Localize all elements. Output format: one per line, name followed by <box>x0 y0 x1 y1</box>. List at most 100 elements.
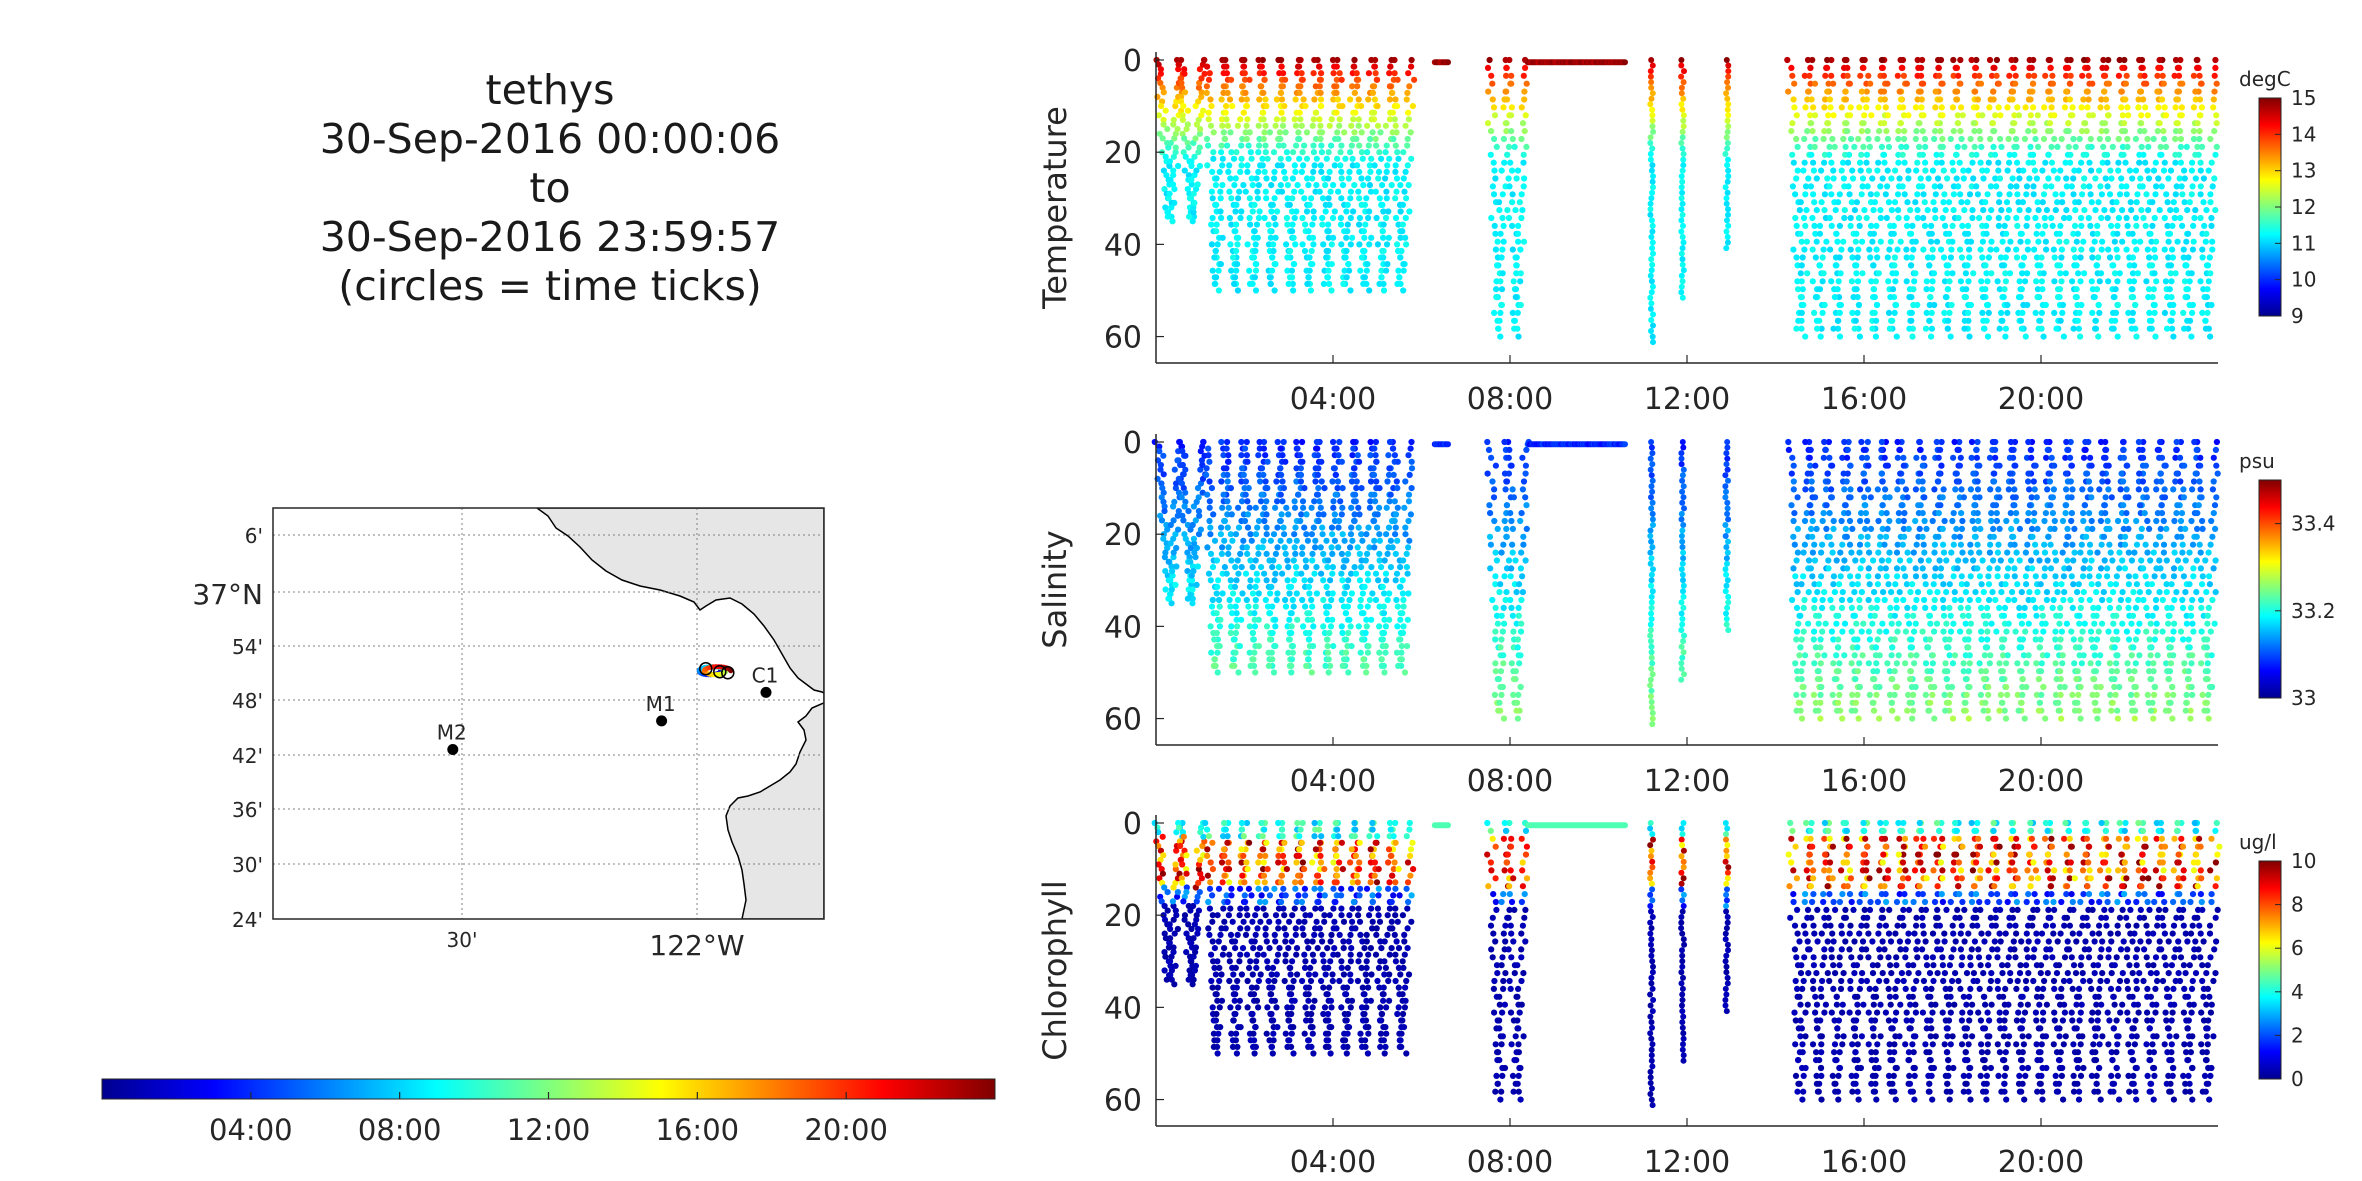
salinity-point <box>1931 541 1938 548</box>
temperature-point <box>2031 72 2038 79</box>
salinity-point <box>1819 628 1826 635</box>
salinity-point <box>1826 454 1833 461</box>
temperature-point <box>1649 261 1656 268</box>
temperature-point <box>1404 142 1411 149</box>
salinity-point <box>1277 465 1284 472</box>
temperature-point <box>1395 221 1402 228</box>
salinity-point <box>1501 470 1509 477</box>
temperature-point <box>1260 89 1267 96</box>
temperature-point <box>1502 56 1509 64</box>
temperature-point <box>1971 143 1978 150</box>
temperature-point <box>1395 267 1402 274</box>
temperature-point <box>1518 191 1525 198</box>
salinity-point <box>1680 444 1687 451</box>
salinity-point <box>1946 691 1954 699</box>
temperature-point <box>2192 88 2199 95</box>
temperature-point <box>2004 167 2011 174</box>
salinity-point <box>1313 438 1320 446</box>
temperature-point <box>1899 183 1906 190</box>
temperature-point <box>2145 175 2153 182</box>
temperature-point <box>2008 56 2015 64</box>
temperature-point <box>1725 73 1732 80</box>
temperature-point <box>1360 228 1367 235</box>
temperature-point <box>1267 228 1274 235</box>
temperature-point <box>2129 254 2136 261</box>
temperature-point <box>1238 208 1245 215</box>
temperature-point <box>1961 207 1968 214</box>
temperature-point <box>2054 175 2061 182</box>
map-lon-tick-label: 122°W <box>649 929 744 962</box>
salinity-point <box>1387 491 1394 498</box>
temperature-point <box>1647 294 1654 301</box>
salinity-point <box>1501 620 1508 627</box>
temperature-point <box>1255 182 1262 189</box>
salinity-point <box>1214 649 1221 656</box>
temperature-point <box>1516 199 1523 206</box>
temperature-point <box>1814 325 1821 332</box>
temperature-point <box>1489 80 1496 87</box>
temperature-point <box>1972 64 1979 71</box>
salinity-point <box>1723 571 1730 578</box>
temperature-point <box>1345 261 1352 268</box>
temperature-point <box>2092 325 2099 332</box>
salinity-point <box>1723 488 1729 495</box>
temperature-point <box>2005 207 2013 214</box>
salinity-point <box>1323 610 1330 617</box>
salinity-point <box>1494 525 1501 533</box>
salinity-point <box>1224 524 1231 531</box>
salinity-point <box>1373 478 1380 485</box>
temperature-point <box>1987 246 1994 253</box>
temperature-point <box>1867 191 1874 198</box>
temperature-point <box>1942 222 1949 229</box>
temperature-point <box>1310 208 1317 215</box>
temperature-point <box>2149 222 2156 229</box>
temperature-point <box>1343 208 1350 215</box>
temperature-point <box>1490 191 1498 198</box>
salinity-point <box>1335 452 1342 459</box>
temperature-point <box>2045 88 2052 95</box>
temperature-point <box>2079 72 2086 79</box>
salinity-point <box>1220 491 1227 498</box>
salinity-point <box>1515 691 1522 699</box>
temperature-point <box>1331 83 1338 90</box>
temperature-point <box>1360 280 1367 287</box>
temperature-point <box>1283 149 1290 156</box>
salinity-point <box>1310 623 1317 630</box>
temperature-point <box>1810 104 1817 111</box>
temperature-point <box>1509 309 1516 316</box>
salinity-point <box>1855 573 1862 580</box>
salinity-point <box>1315 485 1322 492</box>
temperature-point <box>1912 104 1920 111</box>
temperature-point <box>1968 151 1975 158</box>
salinity-point <box>1204 491 1211 498</box>
salinity-point <box>1345 629 1352 637</box>
temperature-point <box>1299 241 1306 248</box>
temperature-point <box>1319 214 1326 222</box>
temperature-point <box>1256 135 1263 143</box>
salinity-point <box>1931 683 1938 691</box>
temperature-point <box>2105 278 2112 285</box>
temperature-point <box>1987 183 1994 190</box>
salinity-point <box>1865 462 1872 469</box>
temperature-point <box>1831 294 1838 301</box>
temperature-point <box>1818 167 1825 174</box>
temperature-point <box>1397 234 1404 241</box>
temperature-point <box>1650 250 1656 257</box>
temperature-point <box>1908 254 1915 261</box>
temperature-y-tick-label: 20 <box>1104 136 1142 171</box>
salinity-point <box>1337 498 1344 505</box>
salinity-point <box>1821 438 1828 446</box>
temperature-point <box>2100 143 2107 150</box>
salinity-point <box>1835 668 1842 675</box>
temperature-point <box>1836 254 1843 261</box>
temperature-point <box>2108 222 2115 229</box>
salinity-point <box>1263 550 1270 558</box>
temperature-point <box>1793 325 1800 332</box>
temperature-point <box>1404 135 1411 143</box>
salinity-point <box>1679 439 1686 445</box>
temperature-point <box>1843 120 1850 127</box>
temperature-point <box>1205 142 1212 149</box>
temperature-point <box>1938 80 1945 87</box>
salinity-point <box>1362 557 1369 564</box>
temperature-point <box>1325 149 1332 156</box>
